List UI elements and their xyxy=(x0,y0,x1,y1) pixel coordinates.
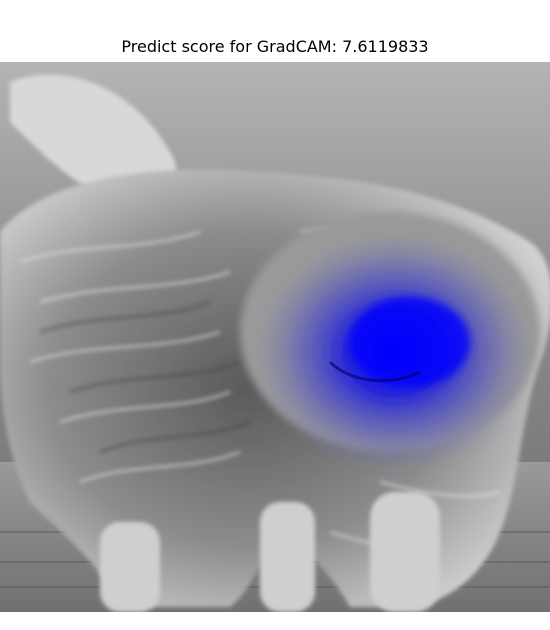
gradcam-overlay-photo xyxy=(0,62,550,612)
figure-title: Predict score for GradCAM: 7.6119833 xyxy=(121,37,429,56)
gradcam-image xyxy=(0,62,550,612)
